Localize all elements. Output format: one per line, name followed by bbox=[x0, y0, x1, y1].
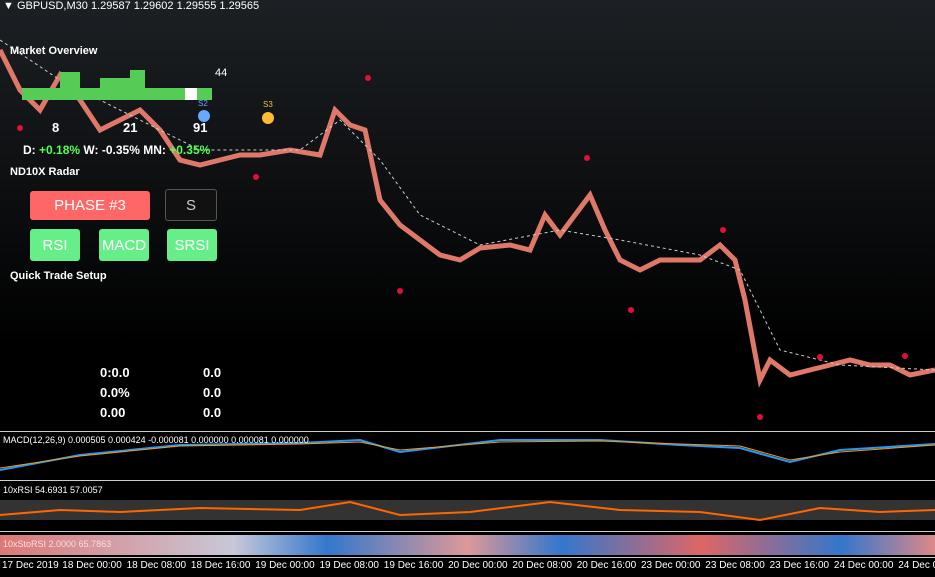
price-path bbox=[0, 48, 935, 388]
trade-cell: 0.0 bbox=[203, 365, 222, 380]
time-label: 20 Dec 08:00 bbox=[512, 560, 572, 571]
time-label: 19 Dec 08:00 bbox=[319, 560, 380, 571]
time-axis: 17 Dec 2019 18 Dec 00:00 18 Dec 08:00 18 De… bbox=[0, 557, 935, 577]
rsi-button[interactable]: RSI bbox=[30, 229, 80, 261]
macd-line bbox=[0, 438, 935, 471]
time-label: 20 Dec 16:00 bbox=[576, 560, 637, 571]
s3-icon bbox=[262, 112, 274, 124]
heatmap bbox=[0, 535, 935, 555]
trade-cell: 0.00 bbox=[100, 405, 126, 420]
swing-dots bbox=[17, 75, 908, 420]
stochrsi-label: 10xStoRSI 2.0000 65.7863 bbox=[3, 539, 112, 549]
stat: 91 bbox=[193, 120, 208, 135]
radar-title: ND10X Radar bbox=[10, 166, 80, 178]
time-label: 20 Dec 00:00 bbox=[448, 560, 508, 571]
rsi-line bbox=[0, 500, 935, 522]
time-label: 19 Dec 00:00 bbox=[255, 560, 315, 571]
pane-divider bbox=[0, 431, 935, 432]
marker: S2 bbox=[198, 99, 208, 108]
s2-icon bbox=[198, 110, 210, 122]
marker: S3 bbox=[263, 100, 273, 109]
symbol-name: GBPUSD,M30 bbox=[16, 0, 88, 12]
overview-title: Market Overview bbox=[10, 45, 98, 57]
rsi-label: 10xRSI 54.6931 57.0057 bbox=[3, 485, 103, 495]
rsi-band bbox=[0, 500, 935, 520]
change-value: +0.35% bbox=[169, 143, 211, 157]
change-label: D: bbox=[23, 143, 36, 157]
quote: 1.29587 1.29602 1.29555 1.29565 bbox=[90, 0, 260, 12]
trade-cell: 0.0 bbox=[203, 385, 222, 400]
time-label: 23 Dec 16:00 bbox=[769, 560, 830, 571]
pane-divider bbox=[0, 531, 935, 532]
change-label: W: bbox=[83, 143, 99, 157]
overview-bars bbox=[22, 70, 212, 100]
time-label: 23 Dec 00:00 bbox=[641, 560, 701, 571]
trade-cell: 0.0% bbox=[100, 385, 130, 400]
time-label: 19 Dec 16:00 bbox=[383, 560, 444, 571]
pane-divider bbox=[0, 480, 935, 481]
changes: D: +0.18% W: -0.35% MN: +0.35% bbox=[23, 143, 210, 157]
signal-button[interactable]: S bbox=[165, 189, 217, 221]
change-value: +0.18% bbox=[39, 143, 81, 157]
time-label: 23 Dec 08:00 bbox=[705, 560, 765, 571]
trend-line bbox=[0, 39, 935, 371]
macd-button[interactable]: MACD bbox=[99, 229, 149, 261]
time-label: 18 Dec 08:00 bbox=[126, 560, 187, 571]
time-label: 17 Dec 2019 bbox=[2, 560, 59, 571]
stat: 8 bbox=[52, 120, 60, 135]
srsi-button[interactable]: SRSI bbox=[167, 229, 217, 261]
trade-cell: 0.0 bbox=[203, 405, 222, 420]
stat: 21 bbox=[123, 120, 138, 135]
time-label: 18 Dec 00:00 bbox=[62, 560, 122, 571]
trade-title: Quick Trade Setup bbox=[10, 270, 107, 282]
time-label: 18 Dec 16:00 bbox=[190, 560, 251, 571]
time-label: 24 Dec 00:00 bbox=[833, 560, 894, 571]
macd-label: MACD(12,26,9) 0.000505 0.000424 -0.00008… bbox=[3, 435, 309, 445]
macd-signal bbox=[0, 440, 935, 469]
symbol: ▼ GBPUSD,M30 1.29587 1.29602 1.29555 1.2… bbox=[3, 0, 260, 12]
trade-cell: 0:0.0 bbox=[100, 365, 130, 380]
overview-count: 44 bbox=[215, 67, 228, 79]
change-value: -0.35% bbox=[101, 143, 140, 157]
change-label: MN: bbox=[143, 143, 166, 157]
phase-button[interactable]: PHASE #3 bbox=[30, 191, 150, 220]
time-label: 24 Dec 08:00 bbox=[898, 560, 935, 571]
